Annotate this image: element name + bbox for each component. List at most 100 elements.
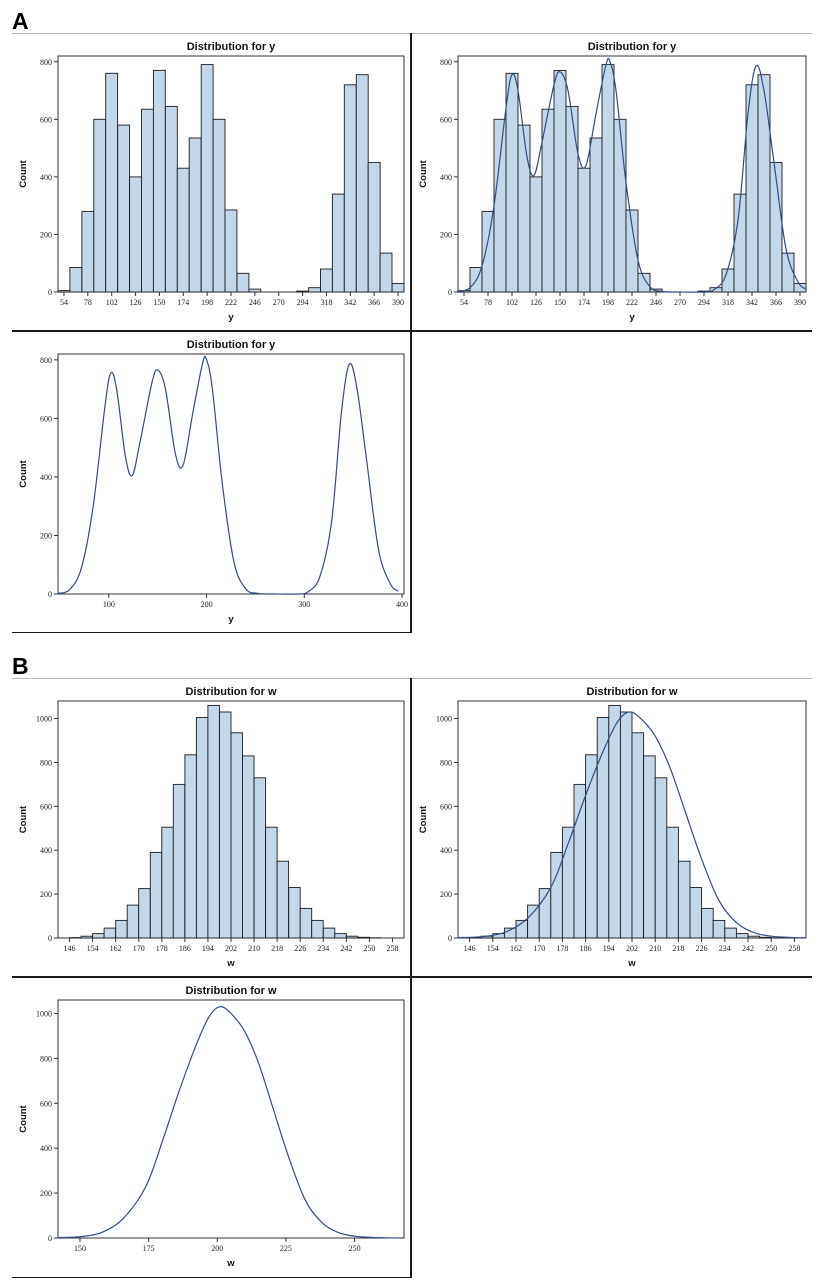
histogram-bar	[224, 209, 238, 293]
x-tick-label: 250	[765, 944, 777, 953]
x-tick-label: 174	[578, 298, 590, 307]
x-tick-label: 154	[487, 944, 499, 953]
histogram-bar	[643, 755, 656, 939]
histogram-bar	[355, 74, 369, 293]
density-y: Distribution for y 0 200 400 600 800 100 200 300…	[18, 339, 408, 625]
x-tick-label: 186	[580, 944, 592, 953]
histogram-bar	[105, 72, 119, 293]
x-tick-label: 294	[698, 298, 710, 307]
histogram-bar	[80, 935, 94, 939]
x-tick-label: 250	[349, 1244, 361, 1253]
histogram-bar	[357, 936, 370, 939]
x-tick-label: 200	[211, 1244, 223, 1253]
histogram-bar	[138, 888, 151, 939]
x-tick-label: 194	[202, 944, 214, 953]
histogram-bar	[195, 717, 209, 939]
x-tick-label: 400	[396, 600, 408, 609]
histogram-bar	[654, 777, 668, 939]
histogram-bar	[735, 933, 749, 939]
histogram-y: Distribution for y 0 200 400 600 800 54 78 102 12…	[18, 41, 405, 323]
y-tick-label: 1000	[36, 1009, 52, 1018]
grid-mid-a	[12, 330, 812, 332]
x-tick-label: 150	[74, 1244, 86, 1253]
histogram-bar	[161, 826, 174, 939]
histogram-bar	[608, 704, 621, 939]
x-tick-label: 258	[788, 944, 800, 953]
y-tick-label: 600	[40, 1099, 52, 1108]
grid-top-b	[12, 678, 812, 679]
histogram-bar	[93, 118, 107, 293]
y-tick-label: 400	[40, 173, 52, 182]
y-tick-label: 600	[440, 802, 452, 811]
x-tick-label: 175	[143, 1244, 155, 1253]
histogram-bar	[152, 69, 166, 293]
x-tick-label: 178	[156, 944, 168, 953]
histogram-density-y: Distribution for y 0 200 400 600 800 54 78 102 12…	[418, 41, 807, 323]
panel-label-a: A	[12, 8, 29, 34]
x-tick-label: 246	[249, 298, 261, 307]
x-tick-label: 174	[177, 298, 189, 307]
y-axis-label: Count	[418, 805, 429, 833]
histogram-bar	[296, 290, 309, 293]
grid-bottom-a	[12, 632, 411, 633]
histogram-bar	[57, 290, 71, 293]
x-tick-label: 342	[344, 298, 356, 307]
histogram-bar	[253, 777, 267, 939]
histogram-bar	[391, 282, 405, 293]
density-curve	[457, 711, 807, 939]
histogram-bar	[311, 919, 324, 939]
y-tick-label: 0	[48, 934, 52, 943]
histogram-bar	[677, 860, 691, 939]
x-tick-label: 78	[84, 298, 92, 307]
histogram-bar	[343, 84, 357, 293]
y-tick-label: 200	[40, 230, 52, 239]
histogram-bar	[188, 137, 202, 293]
histogram-bar	[299, 907, 313, 939]
histogram-bar	[184, 754, 197, 939]
histogram-bar	[129, 176, 142, 293]
y-tick-label: 400	[440, 846, 452, 855]
plot-area	[57, 353, 405, 595]
histogram-bar	[81, 210, 95, 293]
x-axis-label: y	[629, 312, 635, 323]
x-tick-label: 318	[320, 298, 332, 307]
grid-bottom-b	[12, 1277, 411, 1278]
histogram-w: Distribution for w 0 200 400 600 800 1000 146 15…	[18, 686, 405, 969]
x-axis-label: y	[228, 614, 234, 625]
histogram-bar	[701, 907, 714, 939]
x-axis-label: w	[226, 958, 235, 969]
x-tick-label: 150	[554, 298, 566, 307]
x-axis-label: y	[228, 312, 234, 323]
histogram-bar	[517, 124, 531, 293]
histogram-density-w: Distribution for w 0 200 400 600 800 1000 146 15…	[418, 686, 807, 969]
x-tick-label: 200	[201, 600, 213, 609]
y-axis-label: Count	[418, 159, 429, 187]
x-tick-label: 186	[179, 944, 191, 953]
x-tick-label: 54	[60, 298, 68, 307]
grid-mid-b	[12, 976, 812, 978]
chart-title: Distribution for w	[586, 686, 677, 698]
histogram-bar	[573, 783, 587, 939]
y-tick-label: 0	[48, 1234, 52, 1243]
y-tick-label: 0	[48, 288, 52, 297]
grid-top-a	[12, 33, 812, 34]
histogram-bar	[529, 176, 543, 293]
x-tick-label: 178	[556, 944, 568, 953]
x-tick-label: 162	[510, 944, 522, 953]
histogram-bar	[320, 268, 333, 293]
y-tick-label: 800	[440, 758, 452, 767]
x-tick-label: 202	[225, 944, 237, 953]
y-tick-label: 200	[440, 230, 452, 239]
x-tick-label: 242	[340, 944, 352, 953]
histogram-bar	[322, 927, 336, 939]
histogram-bar	[345, 935, 359, 939]
y-tick-label: 0	[448, 288, 452, 297]
x-tick-label: 126	[130, 298, 142, 307]
histogram-bar	[379, 252, 393, 293]
density-curve	[457, 57, 807, 293]
chart-title: Distribution for y	[588, 41, 677, 53]
histogram-bar	[236, 272, 250, 293]
histogram-bar	[207, 704, 220, 939]
x-tick-label: 210	[649, 944, 661, 953]
y-axis-label: Count	[18, 159, 29, 187]
